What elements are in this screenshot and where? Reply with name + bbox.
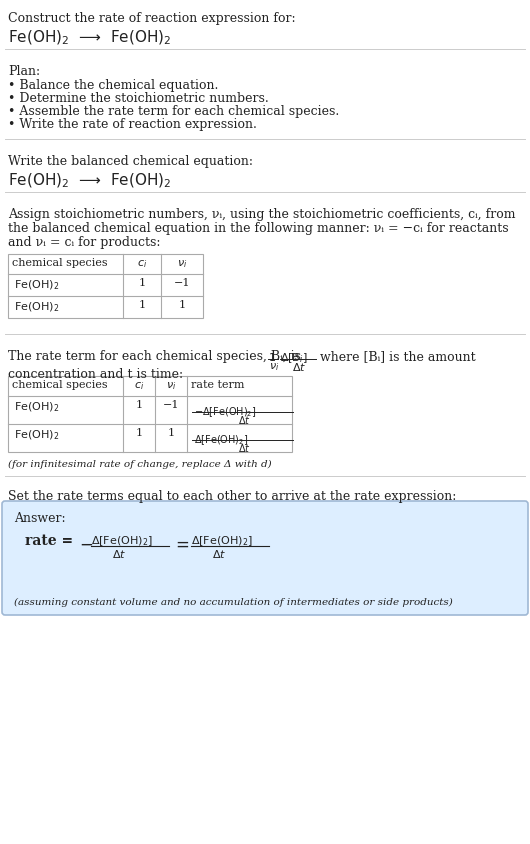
Text: 1: 1 <box>167 428 174 438</box>
Text: −1: −1 <box>174 278 190 288</box>
Text: $\Delta t$: $\Delta t$ <box>238 414 251 426</box>
Text: $\rm Fe(OH)_2$: $\rm Fe(OH)_2$ <box>14 428 59 441</box>
Text: rate =: rate = <box>25 534 78 548</box>
Text: $\nu_i$: $\nu_i$ <box>177 258 187 270</box>
Text: $\Delta[\mathrm{B}_i]$: $\Delta[\mathrm{B}_i]$ <box>280 351 307 365</box>
Text: rate term: rate term <box>191 380 244 390</box>
Text: $\rm Fe(OH)_2$  ⟶  $\rm Fe(OH)_2$: $\rm Fe(OH)_2$ ⟶ $\rm Fe(OH)_2$ <box>8 29 172 47</box>
Text: • Write the rate of reaction expression.: • Write the rate of reaction expression. <box>8 118 257 131</box>
Text: $\nu_i$: $\nu_i$ <box>166 380 176 392</box>
Text: • Assemble the rate term for each chemical species.: • Assemble the rate term for each chemic… <box>8 105 339 118</box>
Text: $\rm Fe(OH)_2$: $\rm Fe(OH)_2$ <box>14 400 59 414</box>
Text: 1: 1 <box>136 400 143 410</box>
Text: $1$: $1$ <box>268 351 276 363</box>
Text: $\Delta t$: $\Delta t$ <box>212 548 226 560</box>
Bar <box>8 376 292 452</box>
Text: $\nu_i$: $\nu_i$ <box>269 361 279 373</box>
Text: (for infinitesimal rate of change, replace Δ with d): (for infinitesimal rate of change, repla… <box>8 460 271 469</box>
Text: $c_i$: $c_i$ <box>137 258 147 270</box>
Text: concentration and t is time:: concentration and t is time: <box>8 368 183 381</box>
Text: $\Delta t$: $\Delta t$ <box>238 442 251 454</box>
FancyBboxPatch shape <box>2 501 528 615</box>
Text: 1: 1 <box>136 428 143 438</box>
Text: 1: 1 <box>138 278 146 288</box>
Text: $\Delta t$: $\Delta t$ <box>112 548 126 560</box>
Text: $\Delta[\mathrm{Fe(OH)_2}]$: $\Delta[\mathrm{Fe(OH)_2}]$ <box>194 433 249 446</box>
Text: $\Delta[\mathrm{Fe(OH)_2}]$: $\Delta[\mathrm{Fe(OH)_2}]$ <box>191 534 253 548</box>
Text: 1: 1 <box>138 300 146 310</box>
Text: Assign stoichiometric numbers, νᵢ, using the stoichiometric coefficients, cᵢ, fr: Assign stoichiometric numbers, νᵢ, using… <box>8 208 516 221</box>
Text: The rate term for each chemical species, Bᵢ, is: The rate term for each chemical species,… <box>8 350 301 363</box>
Text: 1: 1 <box>179 300 186 310</box>
Text: • Determine the stoichiometric numbers.: • Determine the stoichiometric numbers. <box>8 92 269 105</box>
Text: −$\Delta[\mathrm{Fe(OH)_2}]$: −$\Delta[\mathrm{Fe(OH)_2}]$ <box>194 405 257 419</box>
Text: and νᵢ = cᵢ for products:: and νᵢ = cᵢ for products: <box>8 236 161 249</box>
Text: −1: −1 <box>163 400 179 410</box>
Text: where [Bᵢ] is the amount: where [Bᵢ] is the amount <box>320 350 475 363</box>
Text: −: − <box>79 536 93 554</box>
Bar <box>8 254 203 318</box>
Text: Answer:: Answer: <box>14 512 66 525</box>
Text: chemical species: chemical species <box>12 258 108 268</box>
Text: chemical species: chemical species <box>12 380 108 390</box>
Text: Write the balanced chemical equation:: Write the balanced chemical equation: <box>8 155 253 168</box>
Text: $c_i$: $c_i$ <box>134 380 144 392</box>
Text: $\Delta[\mathrm{Fe(OH)_2}]$: $\Delta[\mathrm{Fe(OH)_2}]$ <box>91 534 153 548</box>
Text: • Balance the chemical equation.: • Balance the chemical equation. <box>8 79 218 92</box>
Text: Plan:: Plan: <box>8 65 40 78</box>
Text: the balanced chemical equation in the following manner: νᵢ = −cᵢ for reactants: the balanced chemical equation in the fo… <box>8 222 509 235</box>
Text: $\Delta t$: $\Delta t$ <box>292 361 306 373</box>
Text: (assuming constant volume and no accumulation of intermediates or side products): (assuming constant volume and no accumul… <box>14 598 453 607</box>
Text: Set the rate terms equal to each other to arrive at the rate expression:: Set the rate terms equal to each other t… <box>8 490 456 503</box>
Text: $\rm Fe(OH)_2$: $\rm Fe(OH)_2$ <box>14 278 59 291</box>
Text: $\rm Fe(OH)_2$  ⟶  $\rm Fe(OH)_2$: $\rm Fe(OH)_2$ ⟶ $\rm Fe(OH)_2$ <box>8 172 172 191</box>
Text: =: = <box>175 536 189 554</box>
Text: $\rm Fe(OH)_2$: $\rm Fe(OH)_2$ <box>14 300 59 314</box>
Text: Construct the rate of reaction expression for:: Construct the rate of reaction expressio… <box>8 12 296 25</box>
